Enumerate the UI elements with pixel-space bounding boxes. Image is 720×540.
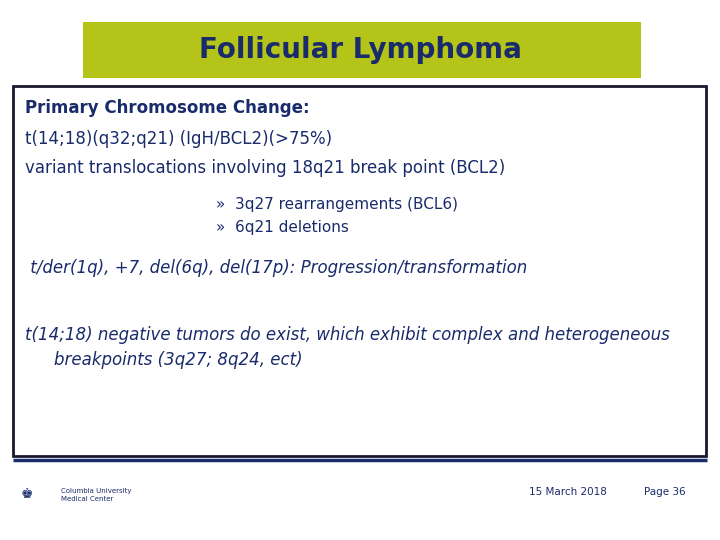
Text: t/der(1q), +7, del(6q), del(17p): Progression/transformation: t/der(1q), +7, del(6q), del(17p): Progre… bbox=[25, 259, 528, 277]
Text: t(14;18) negative tumors do exist, which exhibit complex and heterogeneous: t(14;18) negative tumors do exist, which… bbox=[25, 326, 670, 344]
Text: Page 36: Page 36 bbox=[644, 488, 686, 497]
Text: 15 March 2018: 15 March 2018 bbox=[529, 488, 607, 497]
FancyBboxPatch shape bbox=[83, 22, 641, 78]
FancyBboxPatch shape bbox=[13, 86, 706, 456]
Text: »  6q21 deletions: » 6q21 deletions bbox=[216, 220, 349, 235]
Text: breakpoints (3q27; 8q24, ect): breakpoints (3q27; 8q24, ect) bbox=[54, 350, 302, 369]
Text: Columbia University
Medical Center: Columbia University Medical Center bbox=[61, 488, 132, 502]
Text: Follicular Lymphoma: Follicular Lymphoma bbox=[199, 36, 521, 64]
Text: ♚: ♚ bbox=[20, 487, 32, 501]
Text: Primary Chromosome Change:: Primary Chromosome Change: bbox=[25, 99, 310, 117]
Text: »  3q27 rearrangements (BCL6): » 3q27 rearrangements (BCL6) bbox=[216, 197, 458, 212]
Text: t(14;18)(q32;q21) (IgH/BCL2)(>75%): t(14;18)(q32;q21) (IgH/BCL2)(>75%) bbox=[25, 130, 333, 148]
Text: variant translocations involving 18q21 break point (BCL2): variant translocations involving 18q21 b… bbox=[25, 159, 505, 178]
